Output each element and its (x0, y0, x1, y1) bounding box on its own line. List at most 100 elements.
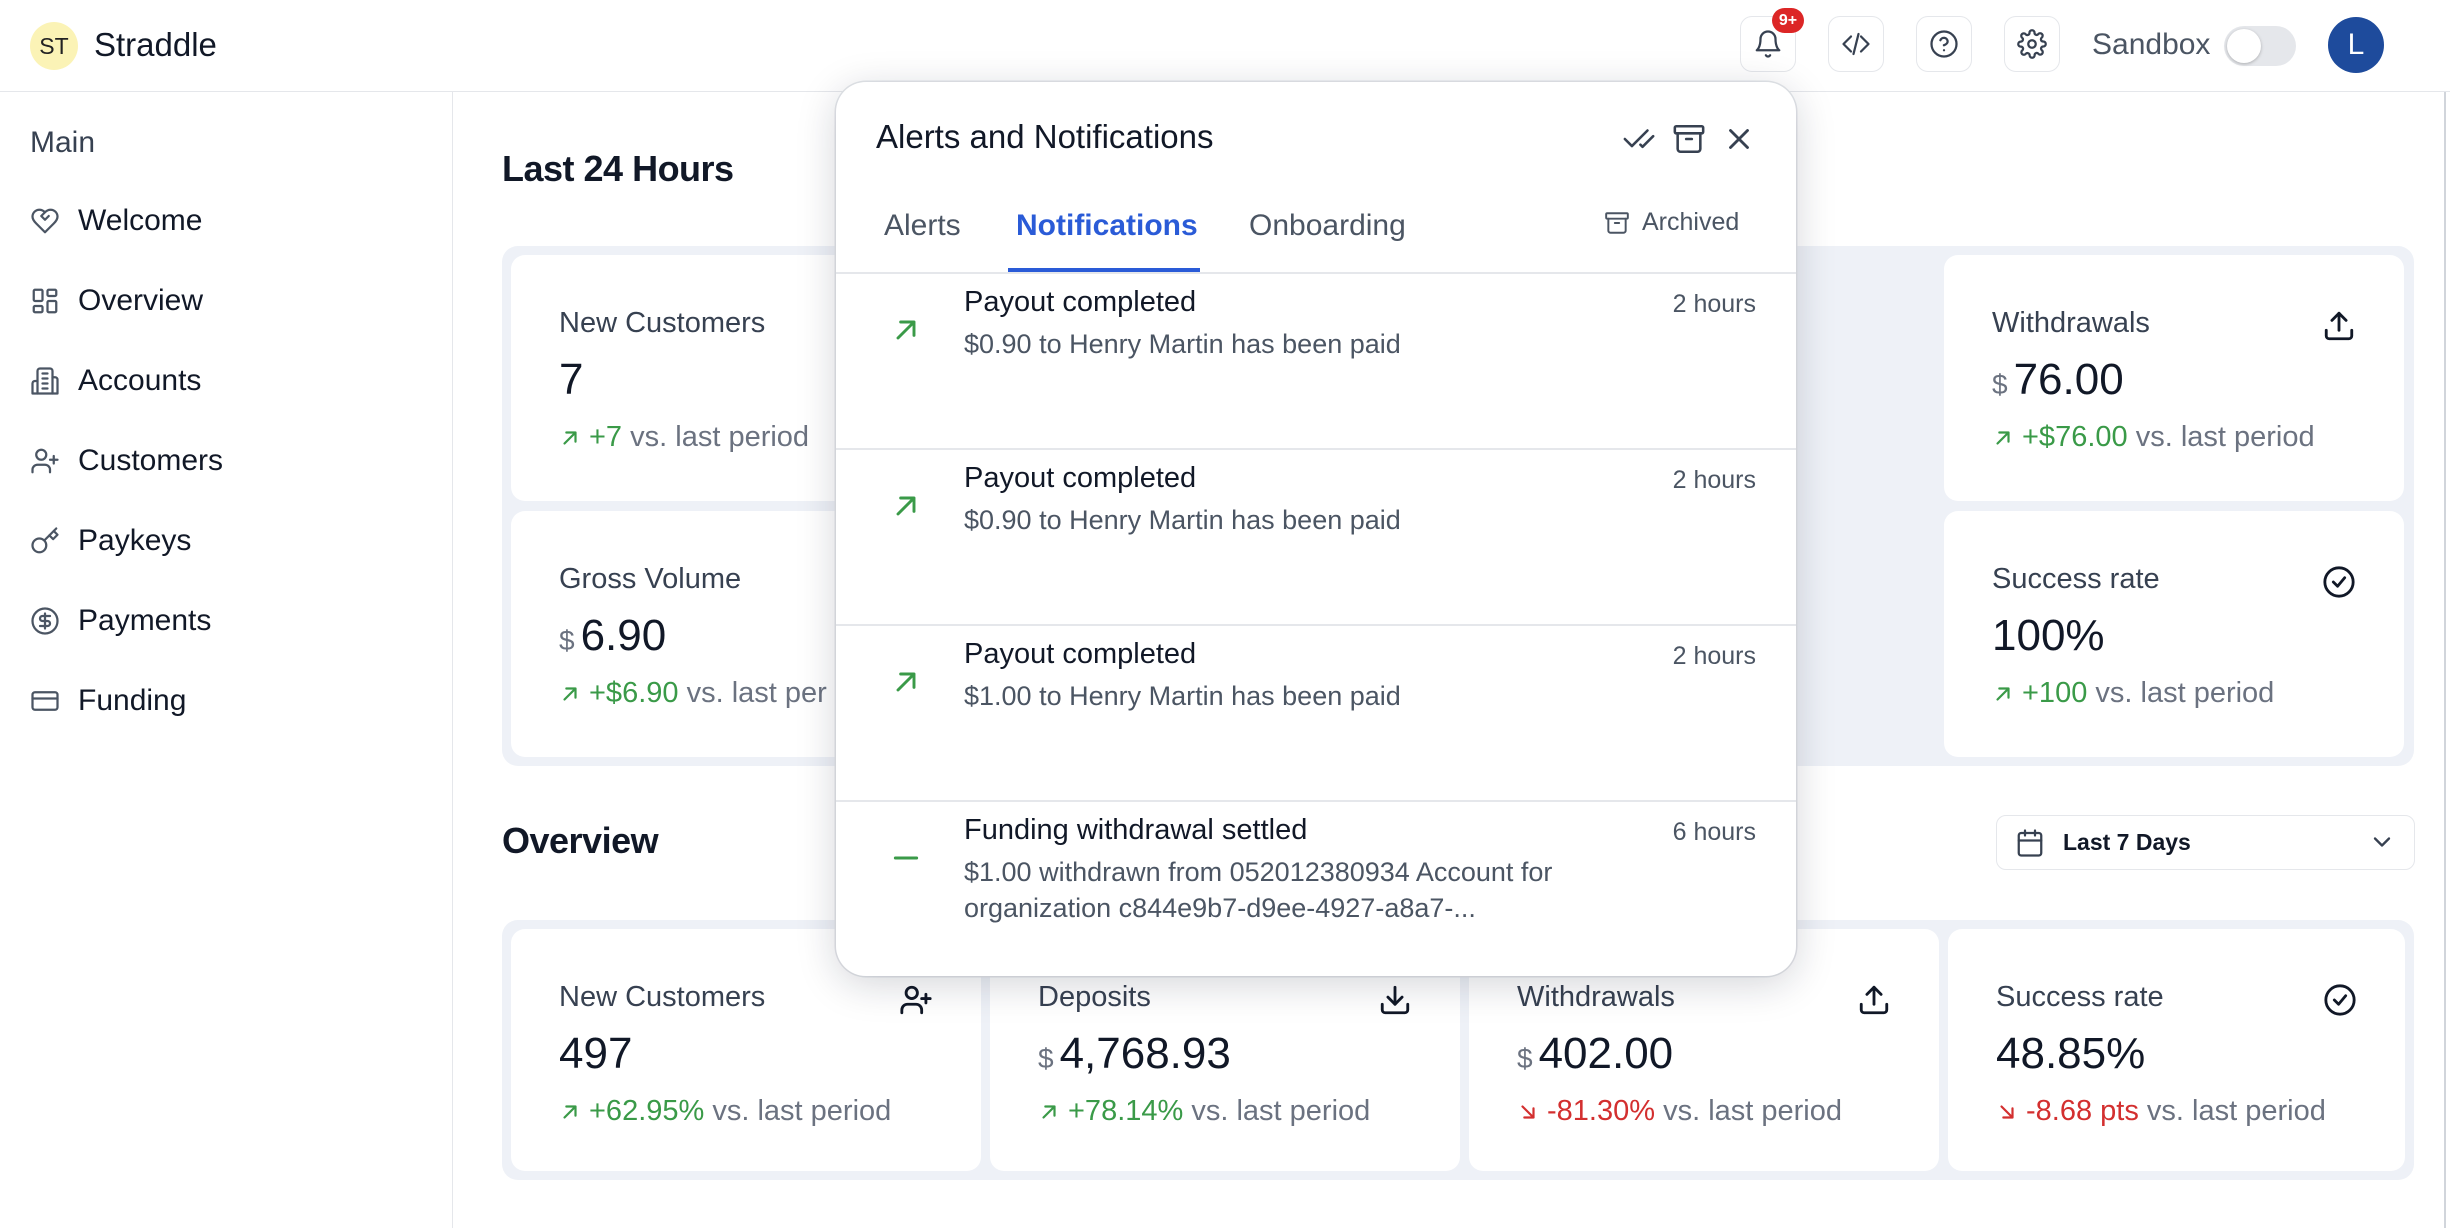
arrow-down-right-icon (1521, 1104, 1535, 1119)
divider (836, 272, 1796, 274)
minus-icon (893, 856, 919, 860)
key-icon (31, 527, 59, 554)
notification-count-badge: 9+ (1772, 8, 1804, 33)
archive-icon (1605, 211, 1629, 234)
last-24-hours-title: Last 24 Hours (502, 148, 734, 189)
notification-time: 2 hours (1672, 466, 1756, 494)
building-icon (31, 367, 59, 395)
active-tab-indicator (1008, 268, 1200, 272)
close-icon[interactable] (1722, 122, 1756, 156)
user-avatar[interactable]: L (2328, 17, 2384, 73)
delta-suffix: vs. last period (1191, 1095, 1371, 1127)
delta-value: +$6.90 (589, 677, 679, 709)
stat-value: 100% (1992, 611, 2105, 660)
sidebar-item-customers[interactable]: Customers (30, 436, 223, 486)
delta-value: +100 (2022, 677, 2088, 709)
stat-amount: 6.90 (580, 611, 667, 660)
stat-delta: +$76.00 vs. last period (1992, 421, 2315, 454)
divider (836, 624, 1796, 626)
delta-value: +7 (589, 421, 623, 453)
notification-time: 6 hours (1672, 818, 1756, 846)
notification-item[interactable]: Payout completed $1.00 to Henry Martin h… (836, 626, 1796, 800)
sidebar-item-label: Welcome (78, 204, 203, 237)
brand-name[interactable]: Straddle (94, 26, 217, 63)
code-icon (1842, 32, 1870, 56)
stat-label: Withdrawals (1517, 981, 1675, 1013)
arrow-up-right-icon (563, 686, 577, 701)
sidebar-item-label: Overview (78, 284, 204, 317)
sidebar-item-overview[interactable]: Overview (30, 276, 203, 326)
delta-suffix: vs. last period (1663, 1095, 1842, 1127)
upload-icon (1859, 985, 1889, 1015)
divider (836, 448, 1796, 450)
notification-item[interactable]: Payout completed $0.90 to Henry Martin h… (836, 274, 1796, 448)
notification-body: $0.90 to Henry Martin has been paid (964, 329, 1401, 359)
developer-button[interactable] (1828, 16, 1884, 72)
notification-title: Payout completed (964, 462, 1197, 494)
arrow-up-right-icon (1042, 1104, 1056, 1119)
delta-suffix: vs. last period (630, 421, 810, 453)
stat-card-success-rate[interactable]: Success rate 48.85% -8.68 pts vs. last p… (1948, 929, 2405, 1171)
currency-symbol: $ (559, 625, 575, 656)
delta-suffix: vs. last period (2095, 677, 2275, 709)
stat-card-withdrawals[interactable]: Withdrawals $76.00 +$76.00 vs. last peri… (1944, 255, 2404, 501)
upload-icon (2324, 311, 2354, 341)
chevron-down-icon (2373, 837, 2391, 847)
page-scrollbar[interactable] (2444, 92, 2446, 1228)
mark-all-read-icon[interactable] (1622, 122, 1656, 156)
tab-alerts[interactable]: Alerts (884, 209, 961, 242)
org-logo-badge[interactable]: ST (30, 22, 78, 70)
notification-title: Payout completed (964, 286, 1197, 318)
sidebar-heading: Main (30, 126, 96, 159)
tab-notifications[interactable]: Notifications (1016, 209, 1198, 242)
stat-delta: +7 vs. last period (559, 421, 809, 454)
notification-item[interactable]: Funding withdrawal settled $1.00 withdra… (836, 802, 1796, 976)
archived-button[interactable]: Archived (1604, 208, 1739, 237)
stat-label: New Customers (559, 981, 766, 1013)
stat-value: 497 (559, 1029, 633, 1078)
stat-delta: +78.14% vs. last period (1038, 1095, 1370, 1128)
help-button[interactable] (1916, 16, 1972, 72)
sidebar-item-funding[interactable]: Funding (30, 676, 186, 726)
stat-delta: +100 vs. last period (1992, 677, 2274, 710)
sidebar-item-welcome[interactable]: Welcome (30, 196, 202, 246)
arrow-up-right-icon (896, 320, 916, 340)
stat-card-new-customers[interactable]: New Customers 497 +62.95% vs. last perio… (511, 929, 981, 1171)
check-circle-icon (2323, 566, 2355, 598)
notification-body: $1.00 withdrawn from 052012380934 Accoun… (964, 857, 1553, 923)
sidebar-item-paykeys[interactable]: Paykeys (30, 516, 191, 566)
arrow-up-right-icon (563, 1104, 577, 1119)
stat-value: $4,768.93 (1038, 1029, 1231, 1079)
stat-label: Success rate (1992, 563, 2160, 595)
currency-symbol: $ (1517, 1043, 1533, 1074)
date-range-select[interactable]: Last 7 Days (1996, 815, 2415, 870)
stat-value: $402.00 (1517, 1029, 1673, 1079)
stat-card-success-rate[interactable]: Success rate 100% +100 vs. last period (1944, 511, 2404, 757)
archive-all-icon[interactable] (1672, 122, 1706, 156)
stat-value: $76.00 (1992, 355, 2124, 405)
date-range-value: Last 7 Days (2063, 829, 2191, 855)
sandbox-toggle[interactable] (2224, 26, 2296, 66)
notification-title: Funding withdrawal settled (964, 814, 1308, 846)
stat-delta: +$6.90 vs. last per (559, 677, 827, 710)
currency-symbol: $ (1992, 369, 2008, 400)
stat-value: 48.85% (1996, 1029, 2146, 1078)
overview-title: Overview (502, 820, 659, 861)
arrow-up-right-icon (896, 672, 916, 692)
tab-onboarding[interactable]: Onboarding (1249, 209, 1406, 242)
divider (836, 800, 1796, 802)
credit-card-icon (31, 691, 59, 711)
dashboard-icon (32, 288, 58, 314)
popover-title: Alerts and Notifications (876, 118, 1214, 155)
settings-button[interactable] (2004, 16, 2060, 72)
sidebar-item-accounts[interactable]: Accounts (30, 356, 201, 406)
calendar-icon (2017, 828, 2043, 857)
sidebar-item-payments[interactable]: Payments (30, 596, 211, 646)
stat-delta: -8.68 pts vs. last period (1996, 1095, 2326, 1128)
notification-time: 2 hours (1672, 290, 1756, 318)
heart-icon (31, 208, 59, 234)
notification-item[interactable]: Payout completed $0.90 to Henry Martin h… (836, 450, 1796, 624)
stat-label: Success rate (1996, 981, 2164, 1013)
help-circle-icon (1930, 30, 1958, 58)
stat-label: New Customers (559, 307, 766, 339)
